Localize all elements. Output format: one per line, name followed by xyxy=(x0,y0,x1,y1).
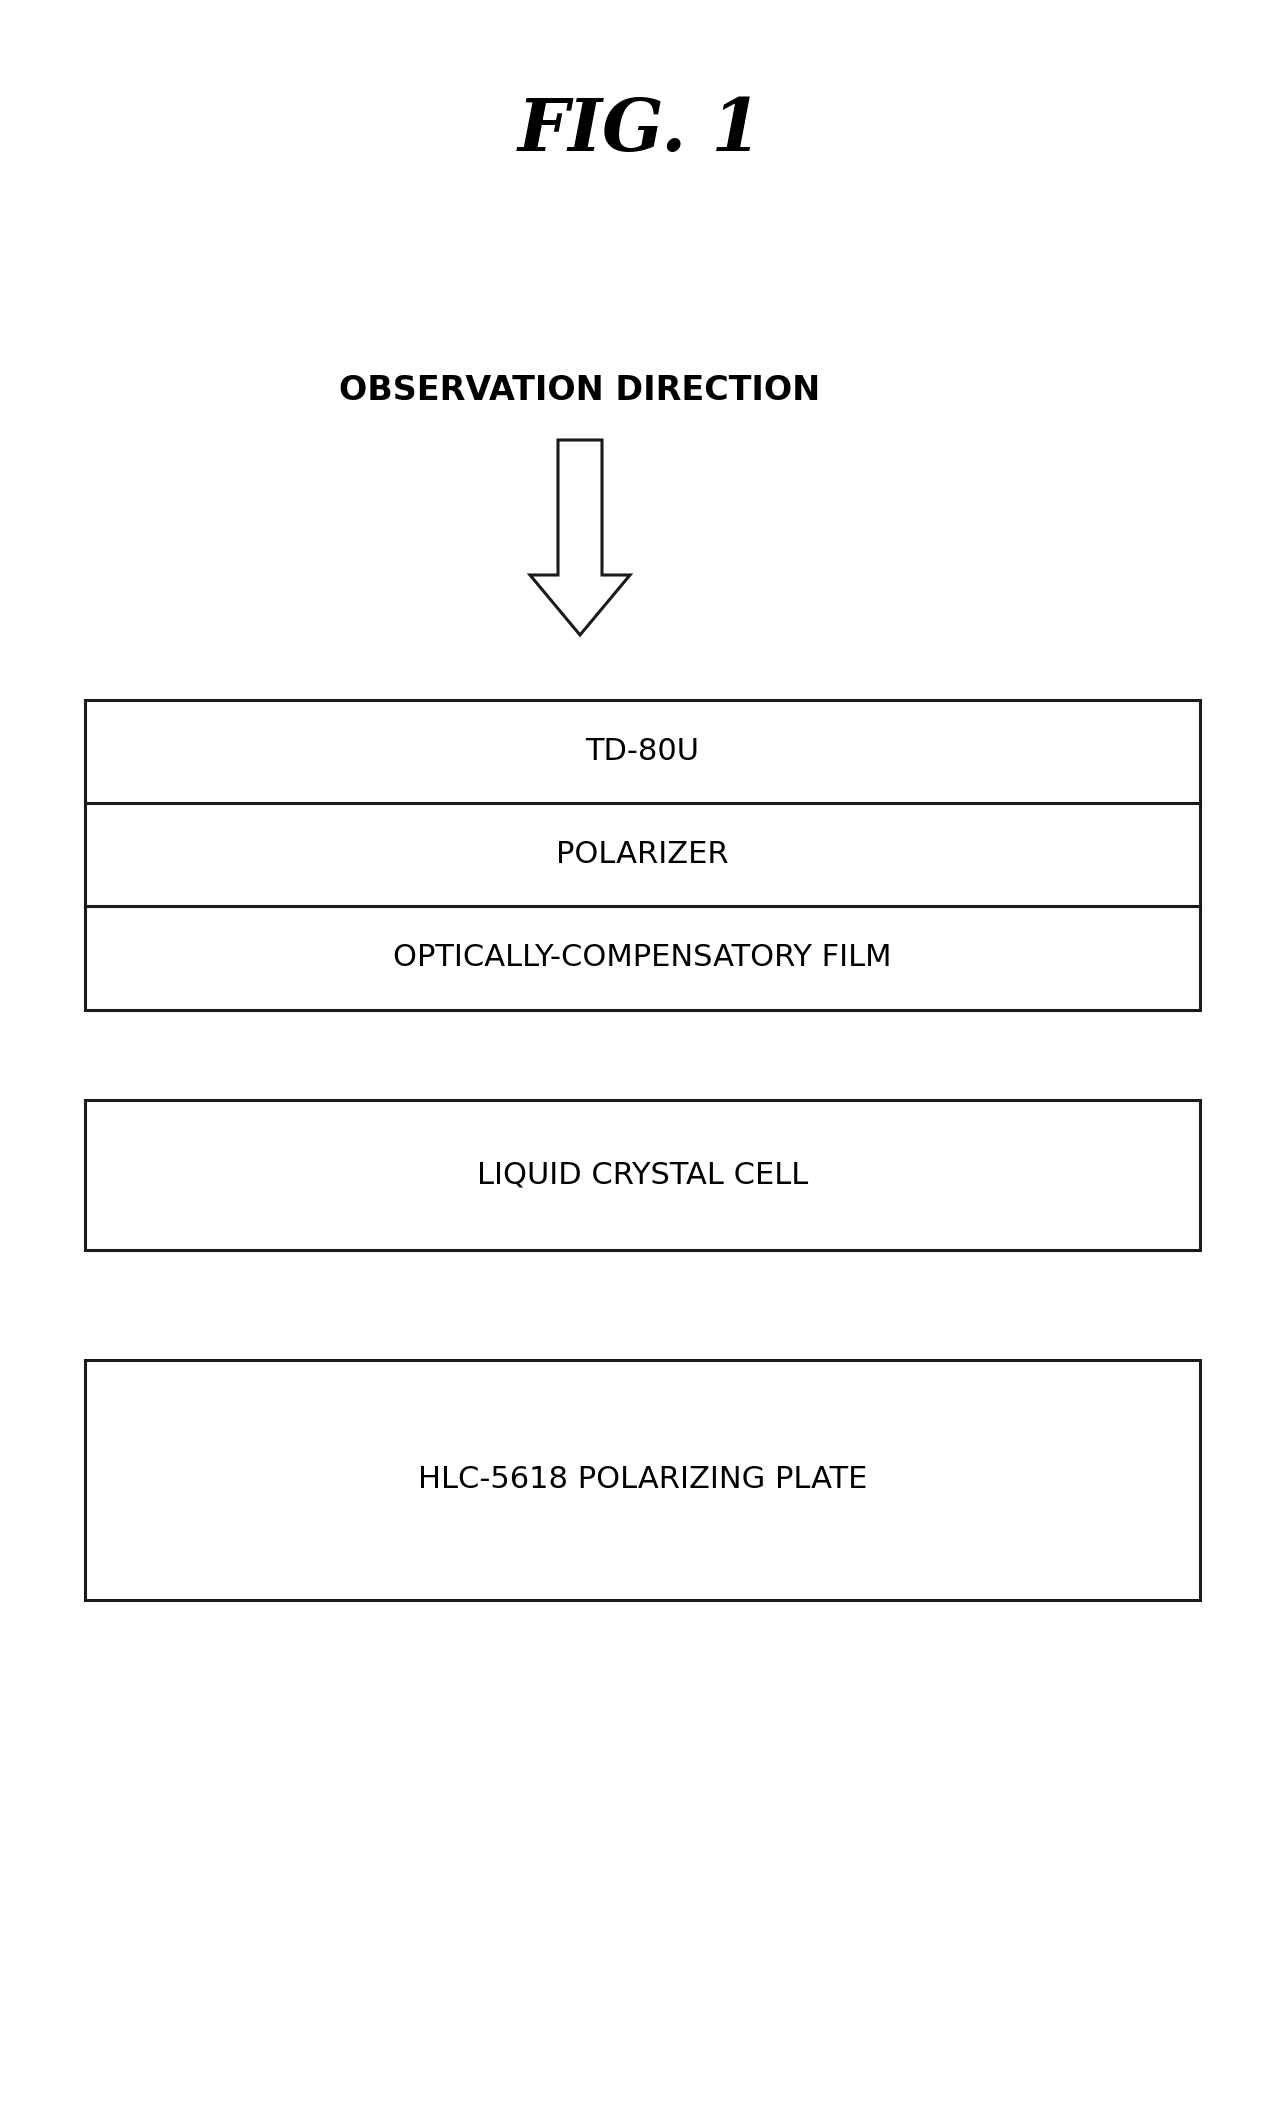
Text: OBSERVATION DIRECTION: OBSERVATION DIRECTION xyxy=(339,375,820,406)
Bar xyxy=(84,700,1201,1009)
Text: LIQUID CRYSTAL CELL: LIQUID CRYSTAL CELL xyxy=(477,1160,808,1189)
Text: HLC-5618 POLARIZING PLATE: HLC-5618 POLARIZING PLATE xyxy=(417,1466,867,1494)
Polygon shape xyxy=(530,440,630,635)
Bar xyxy=(84,1100,1201,1251)
Text: TD-80U: TD-80U xyxy=(585,736,699,766)
Text: POLARIZER: POLARIZER xyxy=(557,840,728,870)
Bar xyxy=(84,1361,1201,1600)
Text: FIG. 1: FIG. 1 xyxy=(517,95,763,165)
Text: OPTICALLY-COMPENSATORY FILM: OPTICALLY-COMPENSATORY FILM xyxy=(393,944,892,973)
